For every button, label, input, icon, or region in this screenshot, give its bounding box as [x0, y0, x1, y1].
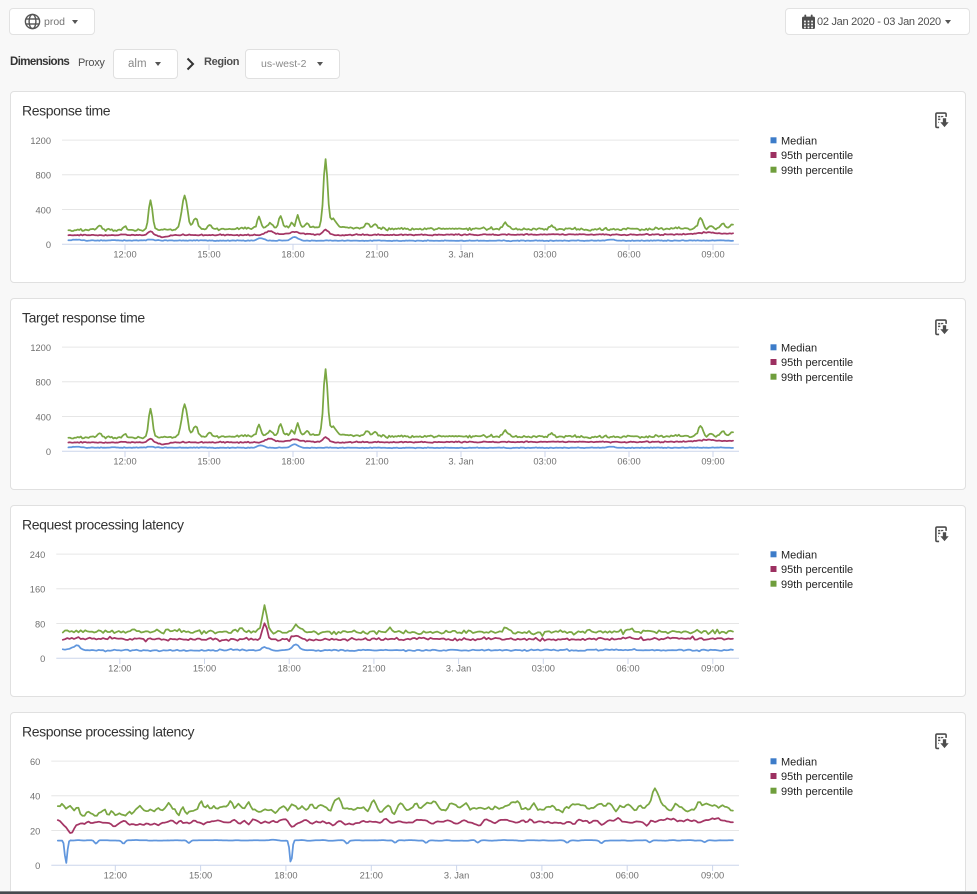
- svg-text:Median: Median: [781, 343, 817, 355]
- svg-text:06:00: 06:00: [617, 457, 640, 467]
- svg-text:0: 0: [40, 654, 45, 664]
- svg-text:160: 160: [30, 585, 46, 595]
- svg-text:95th percentile: 95th percentile: [781, 357, 853, 369]
- svg-text:400: 400: [35, 412, 51, 422]
- svg-text:3. Jan: 3. Jan: [448, 250, 473, 260]
- svg-text:18:00: 18:00: [278, 664, 301, 674]
- svg-text:03:00: 03:00: [530, 871, 553, 881]
- svg-text:Median: Median: [781, 757, 817, 769]
- svg-text:18:00: 18:00: [281, 457, 304, 467]
- svg-text:06:00: 06:00: [616, 664, 639, 674]
- svg-text:Request processing latency: Request processing latency: [22, 517, 184, 533]
- svg-text:09:00: 09:00: [701, 250, 724, 260]
- svg-text:0: 0: [46, 240, 51, 250]
- svg-text:12:00: 12:00: [108, 664, 131, 674]
- svg-text:1200: 1200: [30, 136, 51, 146]
- svg-text:18:00: 18:00: [274, 871, 297, 881]
- svg-text:03:00: 03:00: [533, 457, 556, 467]
- svg-text:21:00: 21:00: [360, 871, 383, 881]
- svg-text:3. Jan: 3. Jan: [444, 871, 469, 881]
- svg-text:80: 80: [35, 619, 45, 629]
- svg-text:Target response time: Target response time: [22, 310, 145, 326]
- svg-text:0: 0: [35, 861, 40, 871]
- svg-text:12:00: 12:00: [104, 871, 127, 881]
- svg-text:20: 20: [30, 826, 40, 836]
- svg-text:Response time: Response time: [22, 103, 111, 119]
- svg-text:18:00: 18:00: [281, 250, 304, 260]
- svg-text:40: 40: [30, 792, 40, 802]
- svg-text:800: 800: [35, 378, 51, 388]
- svg-text:15:00: 15:00: [193, 664, 216, 674]
- svg-text:12:00: 12:00: [113, 457, 136, 467]
- svg-text:3. Jan: 3. Jan: [448, 457, 473, 467]
- svg-text:Median: Median: [781, 550, 817, 562]
- svg-text:03:00: 03:00: [532, 664, 555, 674]
- svg-text:21:00: 21:00: [365, 457, 388, 467]
- svg-text:400: 400: [35, 205, 51, 215]
- svg-text:99th percentile: 99th percentile: [781, 372, 853, 384]
- svg-text:1200: 1200: [30, 343, 51, 353]
- svg-text:15:00: 15:00: [189, 871, 212, 881]
- svg-text:09:00: 09:00: [701, 871, 724, 881]
- svg-text:95th percentile: 95th percentile: [781, 564, 853, 576]
- svg-text:21:00: 21:00: [362, 664, 385, 674]
- svg-text:99th percentile: 99th percentile: [781, 786, 853, 798]
- svg-text:3. Jan: 3. Jan: [446, 664, 471, 674]
- svg-text:95th percentile: 95th percentile: [781, 150, 853, 162]
- svg-text:Median: Median: [781, 136, 817, 148]
- svg-text:15:00: 15:00: [197, 457, 220, 467]
- svg-text:Response processing latency: Response processing latency: [22, 724, 194, 740]
- svg-text:240: 240: [30, 550, 46, 560]
- svg-text:09:00: 09:00: [701, 664, 724, 674]
- svg-text:09:00: 09:00: [701, 457, 724, 467]
- svg-text:03:00: 03:00: [533, 250, 556, 260]
- svg-text:99th percentile: 99th percentile: [781, 579, 853, 591]
- svg-text:99th percentile: 99th percentile: [781, 165, 853, 177]
- svg-text:60: 60: [30, 757, 40, 767]
- svg-text:21:00: 21:00: [365, 250, 388, 260]
- svg-text:12:00: 12:00: [113, 250, 136, 260]
- svg-text:0: 0: [46, 447, 51, 457]
- svg-text:15:00: 15:00: [197, 250, 220, 260]
- svg-text:95th percentile: 95th percentile: [781, 771, 853, 783]
- svg-text:06:00: 06:00: [617, 250, 640, 260]
- svg-text:800: 800: [35, 171, 51, 181]
- svg-text:06:00: 06:00: [616, 871, 639, 881]
